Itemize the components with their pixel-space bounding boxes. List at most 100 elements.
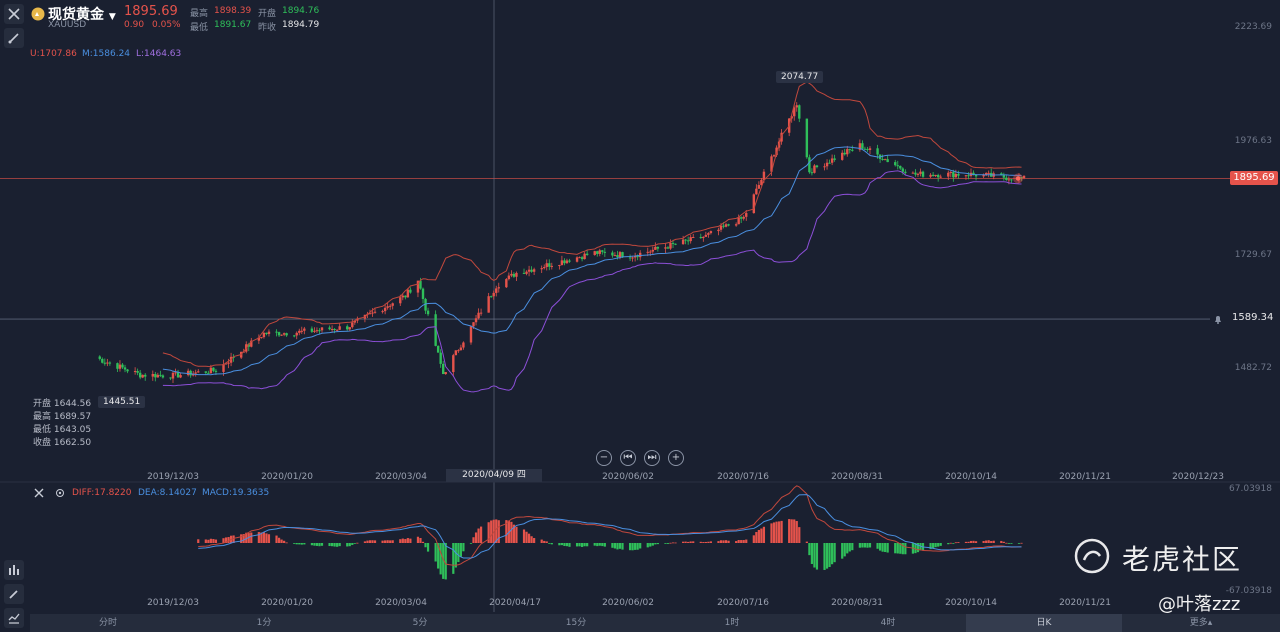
skip-back-icon: ⏮ bbox=[623, 452, 633, 463]
candle-body bbox=[260, 337, 263, 339]
macd-bar bbox=[227, 537, 230, 543]
candle-body bbox=[886, 159, 889, 163]
symbol-title[interactable]: 现货黄金 ▼ bbox=[48, 7, 116, 23]
draw-tool-button[interactable] bbox=[4, 28, 24, 48]
candle-body bbox=[103, 362, 107, 364]
macd-bar bbox=[603, 543, 606, 547]
period-more[interactable]: 更多▴ bbox=[1189, 618, 1213, 628]
candle-body bbox=[176, 372, 180, 378]
macd-bar bbox=[487, 522, 490, 543]
macd-bar bbox=[709, 541, 712, 543]
candle-body bbox=[267, 331, 271, 335]
candle-body bbox=[649, 251, 652, 253]
macd-bar bbox=[740, 540, 743, 543]
candle-body bbox=[512, 273, 516, 277]
compare-button[interactable] bbox=[4, 608, 24, 628]
close-chart-button[interactable] bbox=[4, 4, 24, 24]
candle-body bbox=[530, 269, 533, 272]
macd-bar bbox=[904, 543, 907, 555]
zoom-out-button[interactable]: − bbox=[596, 450, 612, 466]
period-tab[interactable]: 15分 bbox=[565, 618, 587, 628]
candle-body bbox=[692, 237, 695, 239]
macd-bar bbox=[320, 543, 324, 546]
alert-price-tag[interactable]: 1589.34 bbox=[1232, 312, 1274, 323]
candle-body bbox=[742, 216, 745, 219]
period-tab-active[interactable]: 日K bbox=[966, 614, 1122, 632]
macd-bar bbox=[257, 532, 260, 543]
boll-mid-legend: M:1586.24 bbox=[82, 49, 131, 59]
candle-body bbox=[424, 298, 427, 311]
draw-button[interactable] bbox=[4, 584, 24, 604]
period-tab[interactable]: 4时 bbox=[880, 618, 896, 628]
candle-body bbox=[409, 289, 412, 293]
high-label: 最高 bbox=[190, 9, 209, 19]
indicator-button[interactable] bbox=[4, 560, 24, 580]
candle-body bbox=[793, 107, 796, 117]
macd-bar bbox=[459, 543, 462, 557]
candle-body bbox=[957, 173, 960, 176]
candle-body bbox=[144, 374, 147, 377]
candle-body bbox=[598, 250, 601, 254]
candle-body bbox=[722, 225, 725, 227]
candle-body bbox=[664, 247, 667, 249]
period-tab[interactable]: 分时 bbox=[98, 618, 117, 628]
macd-bar bbox=[1007, 543, 1010, 544]
macd-bar bbox=[954, 542, 957, 544]
candle-body bbox=[752, 194, 756, 214]
candle-body bbox=[368, 313, 372, 315]
period-tab[interactable]: 1时 bbox=[724, 618, 740, 628]
macd-bar bbox=[510, 521, 513, 543]
x-tick: 2020/10/14 bbox=[945, 472, 997, 482]
candle-body bbox=[560, 260, 564, 266]
candle-body bbox=[505, 279, 508, 288]
macd-bar bbox=[222, 538, 225, 543]
candle-body bbox=[702, 236, 705, 239]
macd-x-tick: 2020/06/02 bbox=[602, 598, 654, 608]
macd-bar bbox=[674, 542, 677, 544]
candle-body bbox=[300, 330, 303, 332]
candle-body bbox=[984, 173, 988, 175]
candle-body bbox=[760, 179, 763, 186]
candle-body bbox=[707, 233, 710, 235]
macd-bar bbox=[823, 543, 826, 570]
zoom-in-button[interactable]: + bbox=[668, 450, 684, 466]
macd-bar bbox=[568, 543, 571, 547]
candle-body bbox=[798, 105, 801, 119]
bell-icon[interactable] bbox=[1212, 313, 1224, 325]
macd-bar bbox=[550, 543, 553, 545]
macd-bar bbox=[772, 522, 776, 543]
macd-bar bbox=[315, 543, 319, 546]
period-tab[interactable]: 5分 bbox=[412, 618, 428, 628]
macd-bar bbox=[338, 543, 341, 547]
candle-body bbox=[717, 229, 720, 232]
boll-lower-legend: L:1464.63 bbox=[136, 49, 182, 59]
scroll-end-button[interactable]: ⏭ bbox=[644, 450, 660, 466]
macd-bar bbox=[707, 541, 710, 543]
candle-body bbox=[479, 312, 483, 314]
macd-bar bbox=[353, 543, 356, 544]
candle-body bbox=[457, 350, 460, 352]
candle-body bbox=[401, 295, 405, 298]
macd-y-top: 67.03918 bbox=[1229, 484, 1272, 494]
macd-bar bbox=[581, 543, 584, 547]
period-tab[interactable]: 1分 bbox=[256, 618, 272, 628]
candle-body bbox=[462, 342, 465, 348]
candle-body bbox=[967, 175, 970, 177]
macd-bar bbox=[399, 539, 402, 543]
macd-bar bbox=[929, 543, 932, 550]
boll-upper-line bbox=[162, 81, 1022, 368]
settings-icon[interactable] bbox=[55, 488, 65, 498]
candle-body bbox=[381, 311, 384, 313]
candle-body bbox=[280, 334, 283, 336]
scroll-start-button[interactable]: ⏮ bbox=[620, 450, 636, 466]
macd-x-tick: 2020/04/17 bbox=[489, 598, 541, 608]
candle-body bbox=[371, 312, 374, 314]
macd-bar bbox=[530, 536, 533, 543]
close-icon[interactable] bbox=[34, 488, 44, 498]
macd-bar bbox=[735, 541, 738, 543]
candle-body bbox=[621, 252, 624, 258]
candle-body bbox=[348, 327, 351, 330]
candle-body bbox=[669, 242, 672, 249]
macd-bar bbox=[298, 543, 301, 545]
